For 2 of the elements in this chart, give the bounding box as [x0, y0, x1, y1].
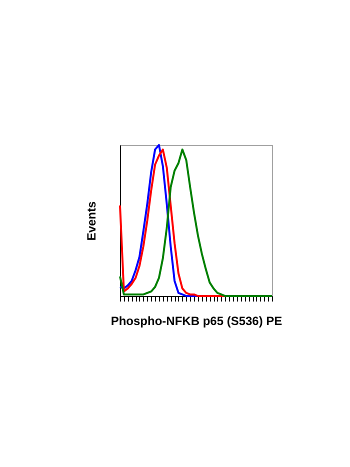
y-axis-title: Events [84, 201, 98, 241]
x-axis-title: Phospho-NFKB p65 (S536) PE [110, 314, 282, 328]
